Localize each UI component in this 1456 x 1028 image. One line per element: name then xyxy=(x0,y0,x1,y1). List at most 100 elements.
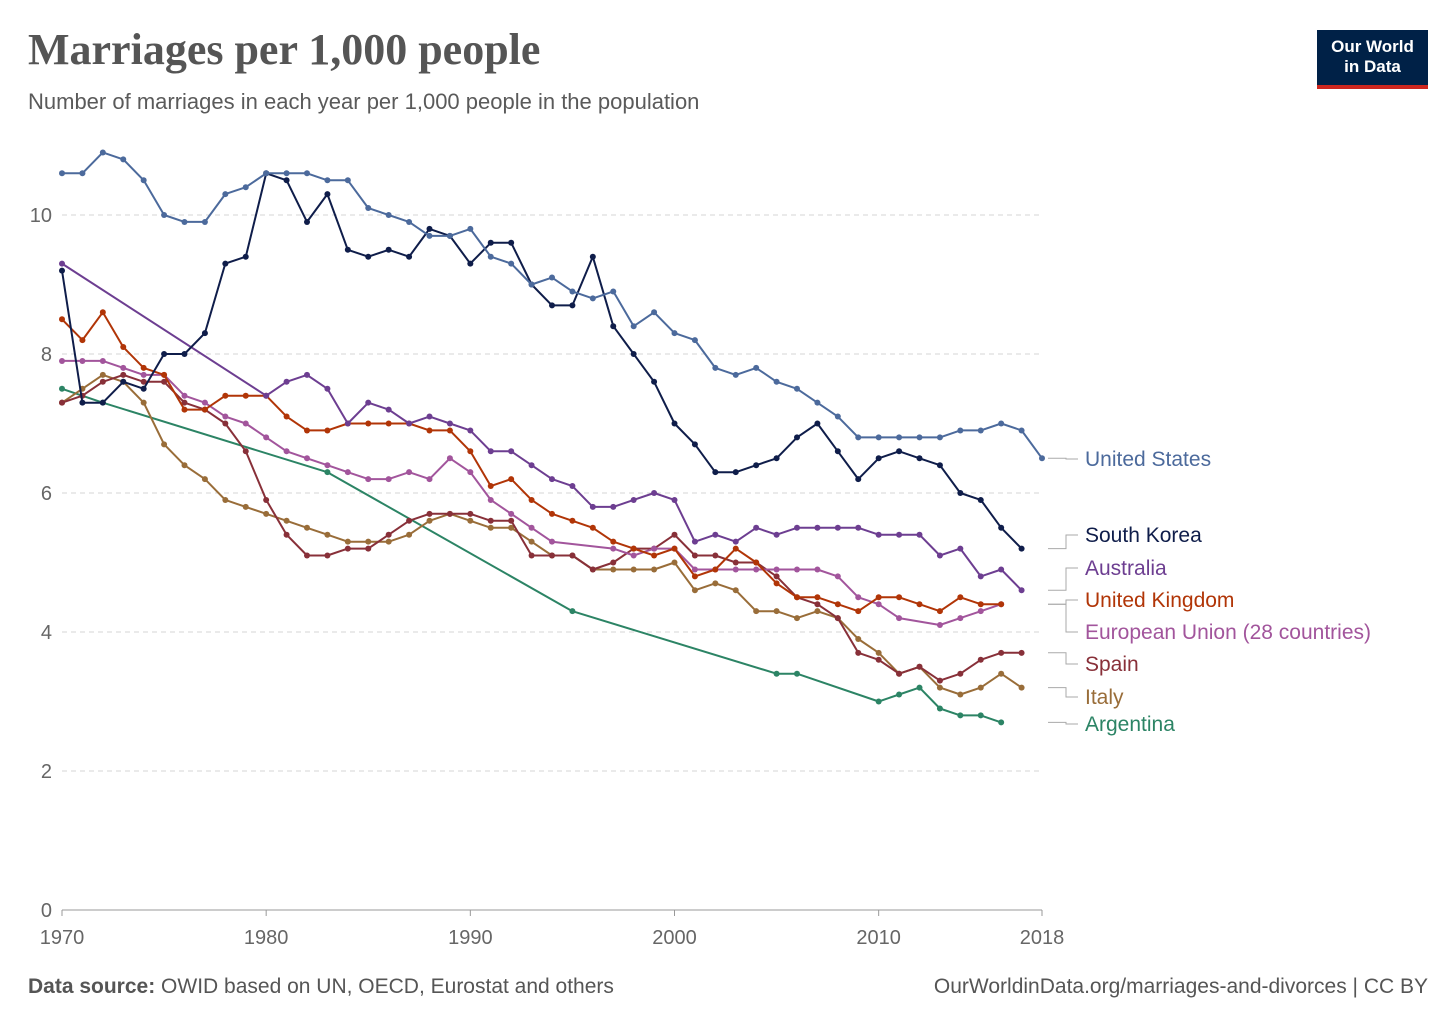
point-italy-2016 xyxy=(998,670,1005,677)
point-south-korea-1997 xyxy=(610,323,617,330)
point-united-states-1977 xyxy=(201,218,208,225)
point-australia-2007 xyxy=(814,524,821,531)
point-european-union-28-countries-1982 xyxy=(304,455,310,462)
point-italy-1985 xyxy=(365,538,372,545)
point-spain-1976 xyxy=(181,399,188,406)
point-south-korea-2009 xyxy=(855,476,862,483)
point-united-states-2012 xyxy=(916,434,923,441)
y-tick-label-8: 8 xyxy=(41,344,52,366)
point-united-kingdom-1993 xyxy=(528,496,535,503)
point-italy-1997 xyxy=(610,566,617,573)
point-european-union-28-countries-2011 xyxy=(896,615,903,622)
point-australia-2004 xyxy=(753,524,760,531)
point-european-union-28-countries-1972 xyxy=(99,357,106,364)
owid-logo[interactable]: Our World in Data xyxy=(1317,30,1428,89)
point-australia-1991 xyxy=(487,448,494,455)
point-united-states-1989 xyxy=(446,232,453,239)
point-south-korea-1973 xyxy=(120,378,127,385)
point-united-kingdom-1998 xyxy=(630,545,637,552)
point-argentina-2006 xyxy=(794,670,800,677)
point-australia-2003 xyxy=(732,538,739,545)
point-south-korea-1975 xyxy=(161,351,168,357)
y-tick-label-10: 10 xyxy=(30,205,52,227)
point-italy-2003 xyxy=(732,587,739,594)
data-source: Data source: OWID based on UN, OECD, Eur… xyxy=(28,975,614,999)
point-united-kingdom-1990 xyxy=(467,448,474,455)
point-united-kingdom-2003 xyxy=(732,545,739,552)
point-spain-1983 xyxy=(324,552,331,559)
point-south-korea-1979 xyxy=(242,253,249,260)
point-australia-1989 xyxy=(446,420,453,427)
credit-link[interactable]: OurWorldinData.org/marriages-and-divorce… xyxy=(933,975,1428,998)
point-european-union-28-countries-2003 xyxy=(732,566,739,573)
point-united-kingdom-2013 xyxy=(936,608,943,615)
point-spain-2002 xyxy=(712,552,719,559)
point-italy-1978 xyxy=(222,496,229,503)
point-united-kingdom-2006 xyxy=(794,594,800,601)
point-south-korea-2010 xyxy=(875,455,882,462)
point-united-states-1980 xyxy=(263,170,270,177)
point-italy-2006 xyxy=(794,615,800,622)
point-spain-1978 xyxy=(222,420,229,427)
point-south-korea-1990 xyxy=(467,260,474,267)
point-united-kingdom-2015 xyxy=(977,601,984,608)
legend-connector-australia xyxy=(1048,567,1078,591)
legend: United States South Korea Australia United … xyxy=(1048,448,1371,736)
point-united-states-1987 xyxy=(406,218,413,225)
point-italy-2000 xyxy=(671,559,678,566)
point-australia-2006 xyxy=(794,524,800,531)
point-united-states-2017 xyxy=(1018,427,1025,434)
point-united-kingdom-2012 xyxy=(916,601,923,608)
point-south-korea-1976 xyxy=(181,351,188,357)
point-spain-1996 xyxy=(589,566,596,573)
point-united-kingdom-1978 xyxy=(222,392,229,399)
point-south-korea-2004 xyxy=(753,462,760,469)
point-european-union-28-countries-1973 xyxy=(120,364,127,371)
point-australia-2011 xyxy=(896,531,903,538)
point-italy-2005 xyxy=(773,608,780,615)
point-spain-1975 xyxy=(161,378,168,385)
point-italy-1990 xyxy=(467,517,474,524)
point-south-korea-2003 xyxy=(732,469,739,476)
point-united-kingdom-1971 xyxy=(79,337,86,344)
point-australia-1984 xyxy=(344,420,351,427)
point-australia-1997 xyxy=(610,503,617,510)
point-spain-1988 xyxy=(426,510,433,517)
point-spain-2016 xyxy=(998,649,1005,656)
point-united-states-2007 xyxy=(814,399,821,406)
point-united-states-1982 xyxy=(304,170,310,177)
point-european-union-28-countries-1971 xyxy=(79,357,86,364)
point-united-kingdom-1995 xyxy=(569,517,576,524)
point-spain-1974 xyxy=(140,378,147,385)
point-spain-2001 xyxy=(691,552,698,559)
y-tick-label-2: 2 xyxy=(41,761,52,783)
point-australia-2010 xyxy=(875,531,882,538)
point-spain-2017 xyxy=(1018,649,1025,656)
point-italy-1987 xyxy=(406,531,413,538)
point-spain-1979 xyxy=(242,448,249,455)
point-united-states-2018 xyxy=(1039,455,1045,462)
point-united-states-1983 xyxy=(324,177,331,184)
point-south-korea-1991 xyxy=(487,239,494,246)
point-united-kingdom-1973 xyxy=(120,344,127,351)
point-united-states-1986 xyxy=(385,212,392,218)
point-argentina-2015 xyxy=(977,712,984,719)
point-south-korea-1992 xyxy=(508,239,515,246)
point-united-states-2013 xyxy=(936,434,943,441)
point-south-korea-2016 xyxy=(998,524,1005,531)
legend-connector-european-union-28-countries xyxy=(1048,603,1078,633)
point-south-korea-1982 xyxy=(304,218,310,225)
point-united-kingdom-1985 xyxy=(365,420,372,427)
point-south-korea-2011 xyxy=(896,448,903,455)
point-united-states-1975 xyxy=(161,212,168,218)
point-spain-1990 xyxy=(467,510,474,517)
point-united-states-1990 xyxy=(467,225,474,232)
y-tick-label-0: 0 xyxy=(41,900,52,922)
x-tick-label-2000: 2000 xyxy=(652,927,697,949)
point-united-states-1995 xyxy=(569,288,576,295)
point-spain-1997 xyxy=(610,559,617,566)
point-australia-1985 xyxy=(365,399,372,406)
point-united-states-2016 xyxy=(998,420,1005,427)
legend-label-spain: Spain xyxy=(1085,653,1139,676)
point-spain-2012 xyxy=(916,663,923,670)
